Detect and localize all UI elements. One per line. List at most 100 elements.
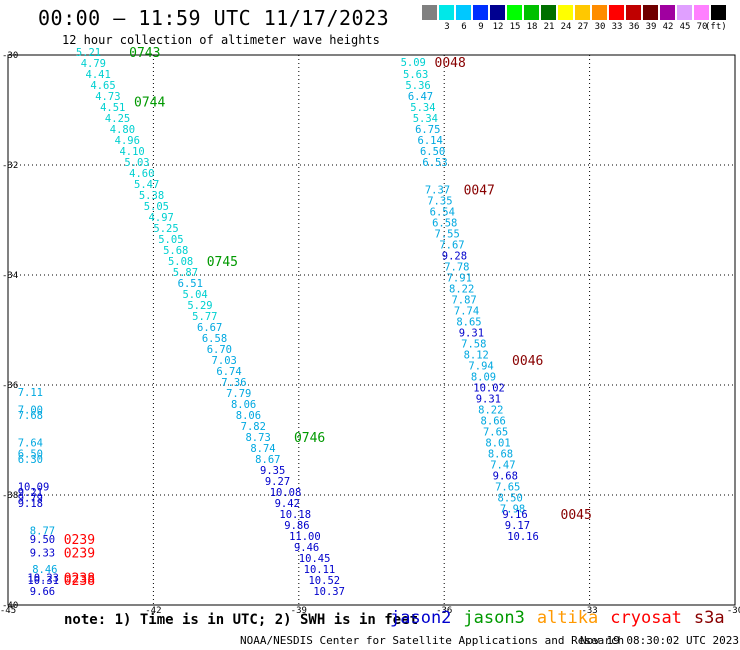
- swh-point: 7.91: [447, 273, 472, 285]
- swh-point: 5.87: [173, 267, 198, 279]
- legend-swatch: [524, 5, 539, 20]
- swh-point: 5.34: [410, 102, 435, 114]
- x-tick-label: -33: [581, 606, 597, 616]
- swh-point: 4.51: [100, 102, 125, 114]
- y-tick-label: -36: [2, 381, 18, 391]
- legend-label: 24: [560, 22, 572, 32]
- swh-point: 10.52: [308, 575, 340, 587]
- legend-swatch: [575, 5, 590, 20]
- swh-point: 5.77: [192, 311, 217, 323]
- footnote: note: 1) Time is in UTC; 2) SWH is in fe…: [64, 612, 419, 628]
- swh-point: 9.21: [18, 487, 43, 499]
- swh-point: 7.74: [454, 306, 479, 318]
- swh-point: 10.18: [279, 509, 311, 521]
- legend-swatch: [609, 5, 624, 20]
- swh-point: 8.09: [471, 372, 496, 384]
- swh-point: 8.77: [30, 526, 55, 538]
- swh-point: 6.54: [430, 207, 455, 219]
- swh-point: 9.86: [284, 520, 309, 532]
- swh-point: 7.98: [500, 504, 525, 516]
- pass-time-label: 0238: [64, 571, 95, 586]
- swh-point: 8.50: [498, 493, 523, 505]
- swh-point: 9.33: [30, 548, 55, 560]
- swh-point: 10.45: [299, 553, 331, 565]
- satellite-name: s3a: [693, 608, 725, 628]
- swh-point: 9.46: [294, 542, 319, 554]
- pass-time-label: 0045: [561, 508, 592, 523]
- swh-point: 9.31: [459, 328, 484, 340]
- swh-point: 10.02: [473, 383, 505, 395]
- swh-point: 9.18: [18, 498, 43, 510]
- swh-point: 5.25: [153, 223, 178, 235]
- swh-point: 8.68: [488, 449, 513, 461]
- pass-time-label: 0239: [64, 533, 95, 548]
- swh-point: 5.03: [124, 157, 149, 169]
- satellite-name: jason2: [390, 608, 452, 628]
- x-tick-label: -42: [145, 606, 161, 616]
- swh-point: 10.37: [313, 586, 345, 598]
- swh-point: 7.65: [495, 482, 520, 494]
- swh-point: 10.23: [27, 572, 59, 584]
- chart-subtitle: 12 hour collection of altimeter wave hei…: [62, 33, 380, 47]
- swh-point: 5.34: [413, 113, 438, 125]
- swh-point: 8.66: [481, 416, 506, 428]
- swh-point: 4.41: [86, 69, 111, 81]
- swh-point: 5.36: [405, 80, 430, 92]
- swh-point: 9.31: [476, 394, 501, 406]
- swh-point: 7.87: [451, 295, 476, 307]
- swh-point: 5.29: [187, 300, 212, 312]
- pass-time-label: 0744: [134, 96, 165, 111]
- swh-point: 8.12: [464, 350, 489, 362]
- data-points: 5.214.794.414.654.734.514.254.804.964.10…: [18, 47, 539, 598]
- y-tick-label: -30: [2, 51, 18, 61]
- swh-point: 6.67: [197, 322, 222, 334]
- swh-point: 10.16: [507, 531, 539, 543]
- swh-point: 7.94: [468, 361, 493, 373]
- swh-point: 5.47: [134, 179, 159, 191]
- swh-point: 7.65: [483, 427, 508, 439]
- x-tick-label: -45: [0, 606, 16, 616]
- legend-swatch: [490, 5, 505, 20]
- legend-swatch: [507, 5, 522, 20]
- swh-point: 9.35: [260, 465, 285, 477]
- legend-swatch: [711, 5, 726, 20]
- pass-time-label: 0239: [64, 547, 95, 562]
- swh-point: 9.68: [493, 471, 518, 483]
- swh-point: 9.66: [30, 586, 55, 598]
- swh-point: 10.11: [304, 564, 336, 576]
- legend-label: 30: [594, 22, 606, 32]
- legend-swatch: [643, 5, 658, 20]
- swh-point: 4.10: [119, 146, 144, 158]
- swh-point: 7.36: [221, 377, 246, 389]
- legend-label: 3: [444, 22, 450, 32]
- swh-point: 7.64: [18, 438, 43, 450]
- swh-point: 7.68: [18, 410, 43, 422]
- swh-point: 9.79: [18, 493, 43, 505]
- axis-ticks: -45 -42 -39 -36 -33 -30 -30 -32 -34 -36 -38 -40: [0, 51, 740, 616]
- swh-point: 10.08: [270, 487, 302, 499]
- swh-point: 7.58: [461, 339, 486, 351]
- swh-point: 10.09: [18, 482, 50, 494]
- swh-point: 5.09: [401, 57, 426, 69]
- pass-time-label: 0743: [129, 46, 160, 61]
- swh-point: 7.37: [425, 185, 450, 197]
- swh-point: 7.55: [435, 229, 460, 241]
- swh-point: 8.74: [250, 443, 275, 455]
- swh-point: 8.22: [449, 284, 474, 296]
- swh-point: 5.08: [168, 256, 193, 268]
- legend-label: 39: [645, 22, 657, 32]
- swh-point: 6.75: [415, 124, 440, 136]
- y-tick-label: -32: [2, 161, 18, 171]
- swh-point: 6.53: [422, 157, 447, 169]
- swh-point: 8.06: [236, 410, 261, 422]
- pass-time-label: 0047: [464, 184, 495, 199]
- swh-point: 6.70: [207, 344, 232, 356]
- swh-point: 6.14: [418, 135, 443, 147]
- swh-point: 4.80: [110, 124, 135, 136]
- swh-point: 9.27: [265, 476, 290, 488]
- legend-label: 36: [628, 22, 640, 32]
- x-tick-label: -39: [291, 606, 307, 616]
- legend-swatch: [660, 5, 675, 20]
- legend-swatch: [456, 5, 471, 20]
- swh-point: 5.21: [76, 47, 101, 59]
